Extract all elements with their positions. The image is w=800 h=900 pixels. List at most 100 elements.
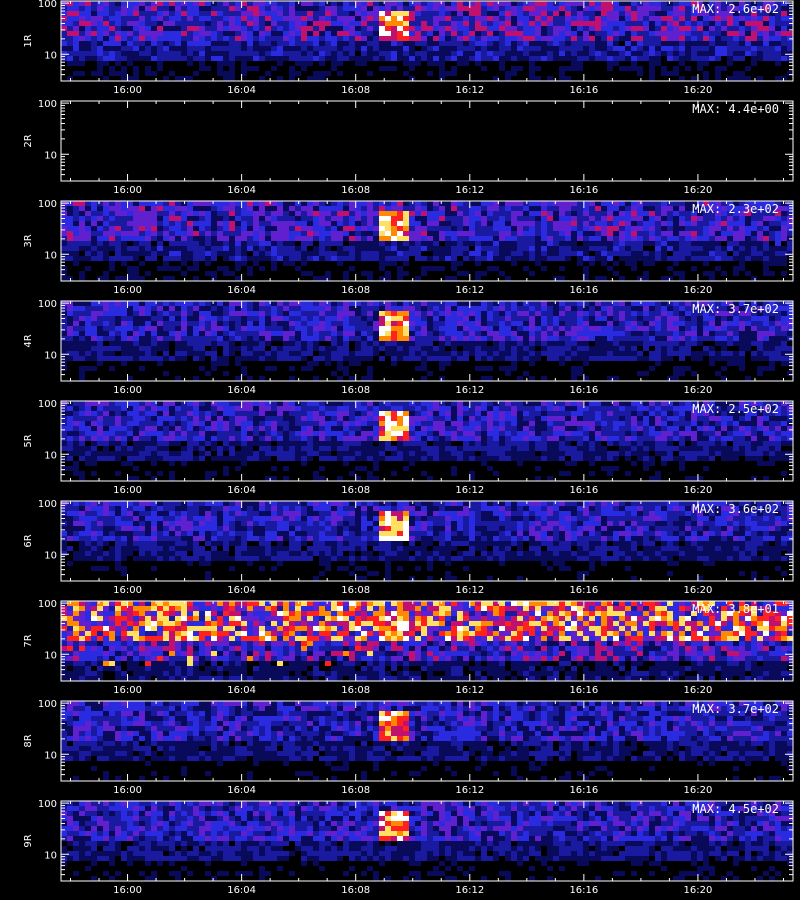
heatmap-cell <box>589 16 595 21</box>
heatmap-cell <box>289 46 295 51</box>
heatmap-cell <box>571 311 577 316</box>
heatmap-cell <box>625 41 631 46</box>
heatmap-cell <box>481 221 487 226</box>
heatmap-cell <box>277 326 283 331</box>
heatmap-cell <box>517 211 523 216</box>
heatmap-cell <box>247 206 253 211</box>
heatmap-cell <box>97 31 103 36</box>
heatmap-cell <box>79 211 85 216</box>
heatmap-cell <box>661 331 667 336</box>
heatmap-cell <box>391 51 397 56</box>
heatmap-cell <box>547 41 553 46</box>
heatmap-cell <box>481 336 487 341</box>
heatmap-cell <box>607 16 613 21</box>
heatmap-cell <box>529 251 535 256</box>
heatmap-cell <box>103 331 109 336</box>
heatmap-cell <box>193 211 199 216</box>
heatmap-cell <box>571 46 577 51</box>
heatmap-cell <box>715 251 721 256</box>
heatmap-cell <box>361 256 367 261</box>
heatmap-cell <box>409 36 415 41</box>
heatmap-cell <box>523 26 529 31</box>
heatmap-cell <box>343 306 349 311</box>
heatmap-cell <box>631 341 637 346</box>
heatmap-cell <box>331 66 337 71</box>
heatmap-cell <box>247 51 253 56</box>
heatmap-cell <box>709 206 715 211</box>
heatmap-cell <box>493 346 499 351</box>
heatmap-cell <box>337 251 343 256</box>
heatmap-cell <box>181 256 187 261</box>
heatmap-cell <box>361 41 367 46</box>
heatmap-cell <box>391 31 397 36</box>
heatmap-cell <box>679 226 685 231</box>
heatmap-cell <box>511 26 517 31</box>
heatmap-cell <box>451 321 457 326</box>
heatmap-cell <box>535 326 541 331</box>
heatmap-cell <box>121 206 127 211</box>
heatmap-cell <box>259 226 265 231</box>
heatmap-cell <box>571 41 577 46</box>
heatmap-cell <box>283 326 289 331</box>
heatmap-cell <box>649 271 655 276</box>
heatmap-cell <box>193 36 199 41</box>
heatmap-cell <box>685 321 691 326</box>
heatmap-cell <box>709 31 715 36</box>
heatmap-cell <box>775 236 781 241</box>
heatmap-cell <box>643 331 649 336</box>
heatmap-cell <box>427 1 433 6</box>
heatmap-cell <box>697 326 703 331</box>
heatmap-cell <box>763 211 769 216</box>
heatmap-cell <box>595 246 601 251</box>
heatmap-cell <box>487 251 493 256</box>
heatmap-cell <box>133 206 139 211</box>
heatmap-cell <box>661 221 667 226</box>
heatmap-cell <box>769 331 775 336</box>
heatmap-cell <box>619 276 625 281</box>
heatmap-cell <box>535 46 541 51</box>
heatmap-cell <box>607 246 613 251</box>
heatmap-cell <box>661 6 667 11</box>
heatmap-cell <box>619 51 625 56</box>
heatmap-cell <box>163 276 169 281</box>
heatmap-cell <box>541 216 547 221</box>
heatmap-cell <box>607 206 613 211</box>
heatmap-cell <box>139 276 145 281</box>
heatmap-cell <box>307 311 313 316</box>
heatmap-cell <box>145 301 151 306</box>
heatmap-cell <box>67 271 73 276</box>
heatmap-cell <box>745 256 751 261</box>
heatmap-cell <box>625 311 631 316</box>
heatmap-cell <box>643 46 649 51</box>
heatmap-cell <box>595 41 601 46</box>
heatmap-cell <box>583 246 589 251</box>
heatmap-cell <box>397 241 403 246</box>
heatmap-cell <box>751 221 757 226</box>
heatmap-cell <box>379 21 385 26</box>
heatmap-cell <box>151 331 157 336</box>
heatmap-cell <box>667 71 673 76</box>
heatmap-cell <box>61 31 67 36</box>
heatmap-cell <box>385 36 391 41</box>
heatmap-cell <box>343 331 349 336</box>
heatmap-cell <box>439 56 445 61</box>
heatmap-cell <box>211 21 217 26</box>
heatmap-cell <box>637 216 643 221</box>
heatmap-cell <box>475 316 481 321</box>
heatmap-cell <box>685 311 691 316</box>
heatmap-cell <box>259 31 265 36</box>
heatmap-cell <box>769 36 775 41</box>
heatmap-cell <box>175 276 181 281</box>
heatmap-cell <box>679 1 685 6</box>
heatmap-cell <box>763 316 769 321</box>
heatmap-cell <box>775 241 781 246</box>
heatmap-cell <box>433 321 439 326</box>
heatmap-cell <box>205 216 211 221</box>
heatmap-cell <box>643 226 649 231</box>
heatmap-cell <box>595 16 601 21</box>
heatmap-cell <box>547 1 553 6</box>
heatmap-cell <box>97 241 103 246</box>
heatmap-cell <box>217 21 223 26</box>
heatmap-cell <box>433 326 439 331</box>
heatmap-cell <box>403 261 409 266</box>
